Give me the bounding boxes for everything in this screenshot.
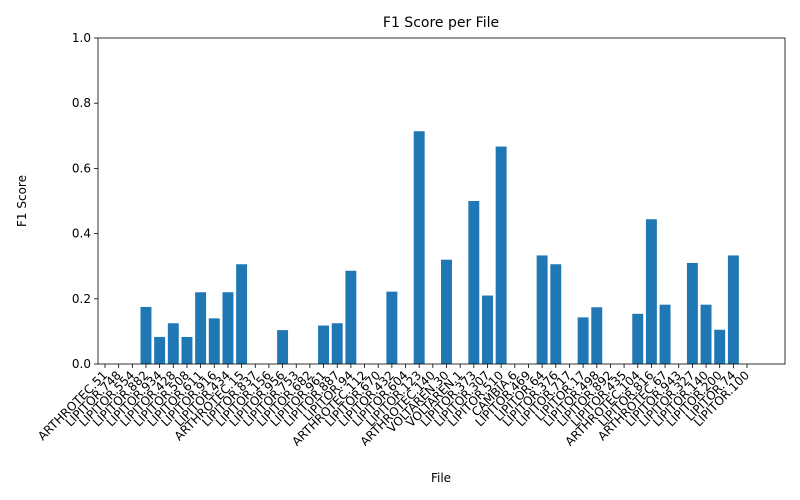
y-tick-label: 0.6 [72, 161, 91, 175]
y-tick-label: 0.4 [72, 227, 91, 241]
bar [714, 329, 726, 364]
y-tick-label: 0.8 [72, 96, 91, 110]
bar [413, 131, 425, 364]
bar [577, 317, 589, 364]
bar [468, 201, 480, 364]
bar [277, 330, 289, 364]
plot-frame [97, 37, 786, 365]
bar [632, 313, 644, 364]
bar [700, 304, 712, 364]
bar [495, 146, 507, 364]
bar [331, 323, 343, 364]
bar [686, 262, 698, 364]
bar [345, 270, 357, 364]
bar [195, 292, 207, 364]
bar [550, 264, 562, 364]
bar [208, 318, 220, 364]
y-tick-label: 0.0 [72, 357, 91, 371]
y-tick-label: 1.0 [72, 31, 91, 45]
bar [727, 255, 739, 364]
bar [236, 264, 248, 364]
bar [482, 295, 493, 364]
y-axis-label: F1 Score [15, 175, 29, 227]
x-axis-label: File [431, 471, 451, 485]
bar [154, 336, 166, 364]
bar [386, 291, 398, 364]
chart-title: F1 Score per File [383, 15, 499, 31]
bar [536, 255, 548, 364]
bar [645, 219, 657, 364]
bar [222, 292, 234, 364]
bar [167, 323, 179, 364]
y-tick-label: 0.2 [72, 292, 91, 306]
bar [659, 304, 671, 364]
bar [318, 325, 330, 364]
bar [140, 306, 152, 364]
bar [441, 259, 452, 364]
bar [181, 336, 193, 364]
bar [591, 307, 603, 364]
